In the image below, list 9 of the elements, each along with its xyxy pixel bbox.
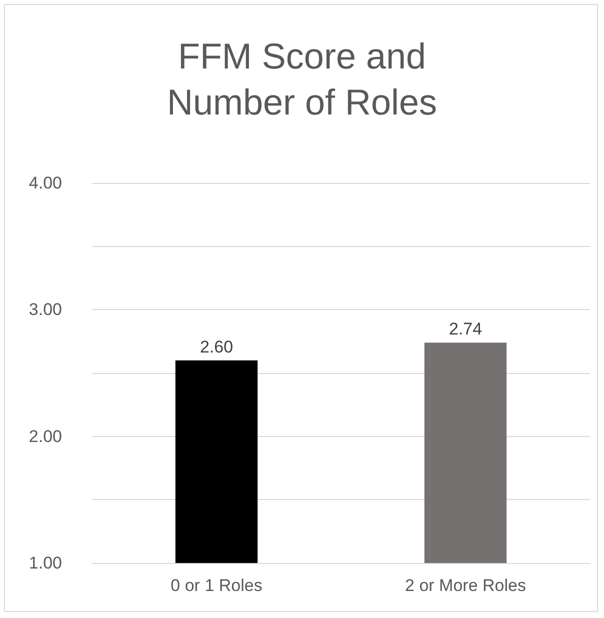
- data-label: 2.74: [448, 320, 482, 339]
- chart-title: FFM Score and Number of Roles: [166, 36, 438, 122]
- data-label: 2.60: [200, 337, 234, 356]
- y-tick-label: 2.00: [28, 426, 62, 446]
- x-tick-label: 2 or More Roles: [405, 576, 526, 595]
- y-tick-label: 3.00: [28, 300, 62, 320]
- x-tick-label: 0 or 1 Roles: [170, 576, 262, 595]
- y-tick-label: 1.00: [28, 554, 62, 572]
- y-tick-label: 4.00: [28, 174, 62, 192]
